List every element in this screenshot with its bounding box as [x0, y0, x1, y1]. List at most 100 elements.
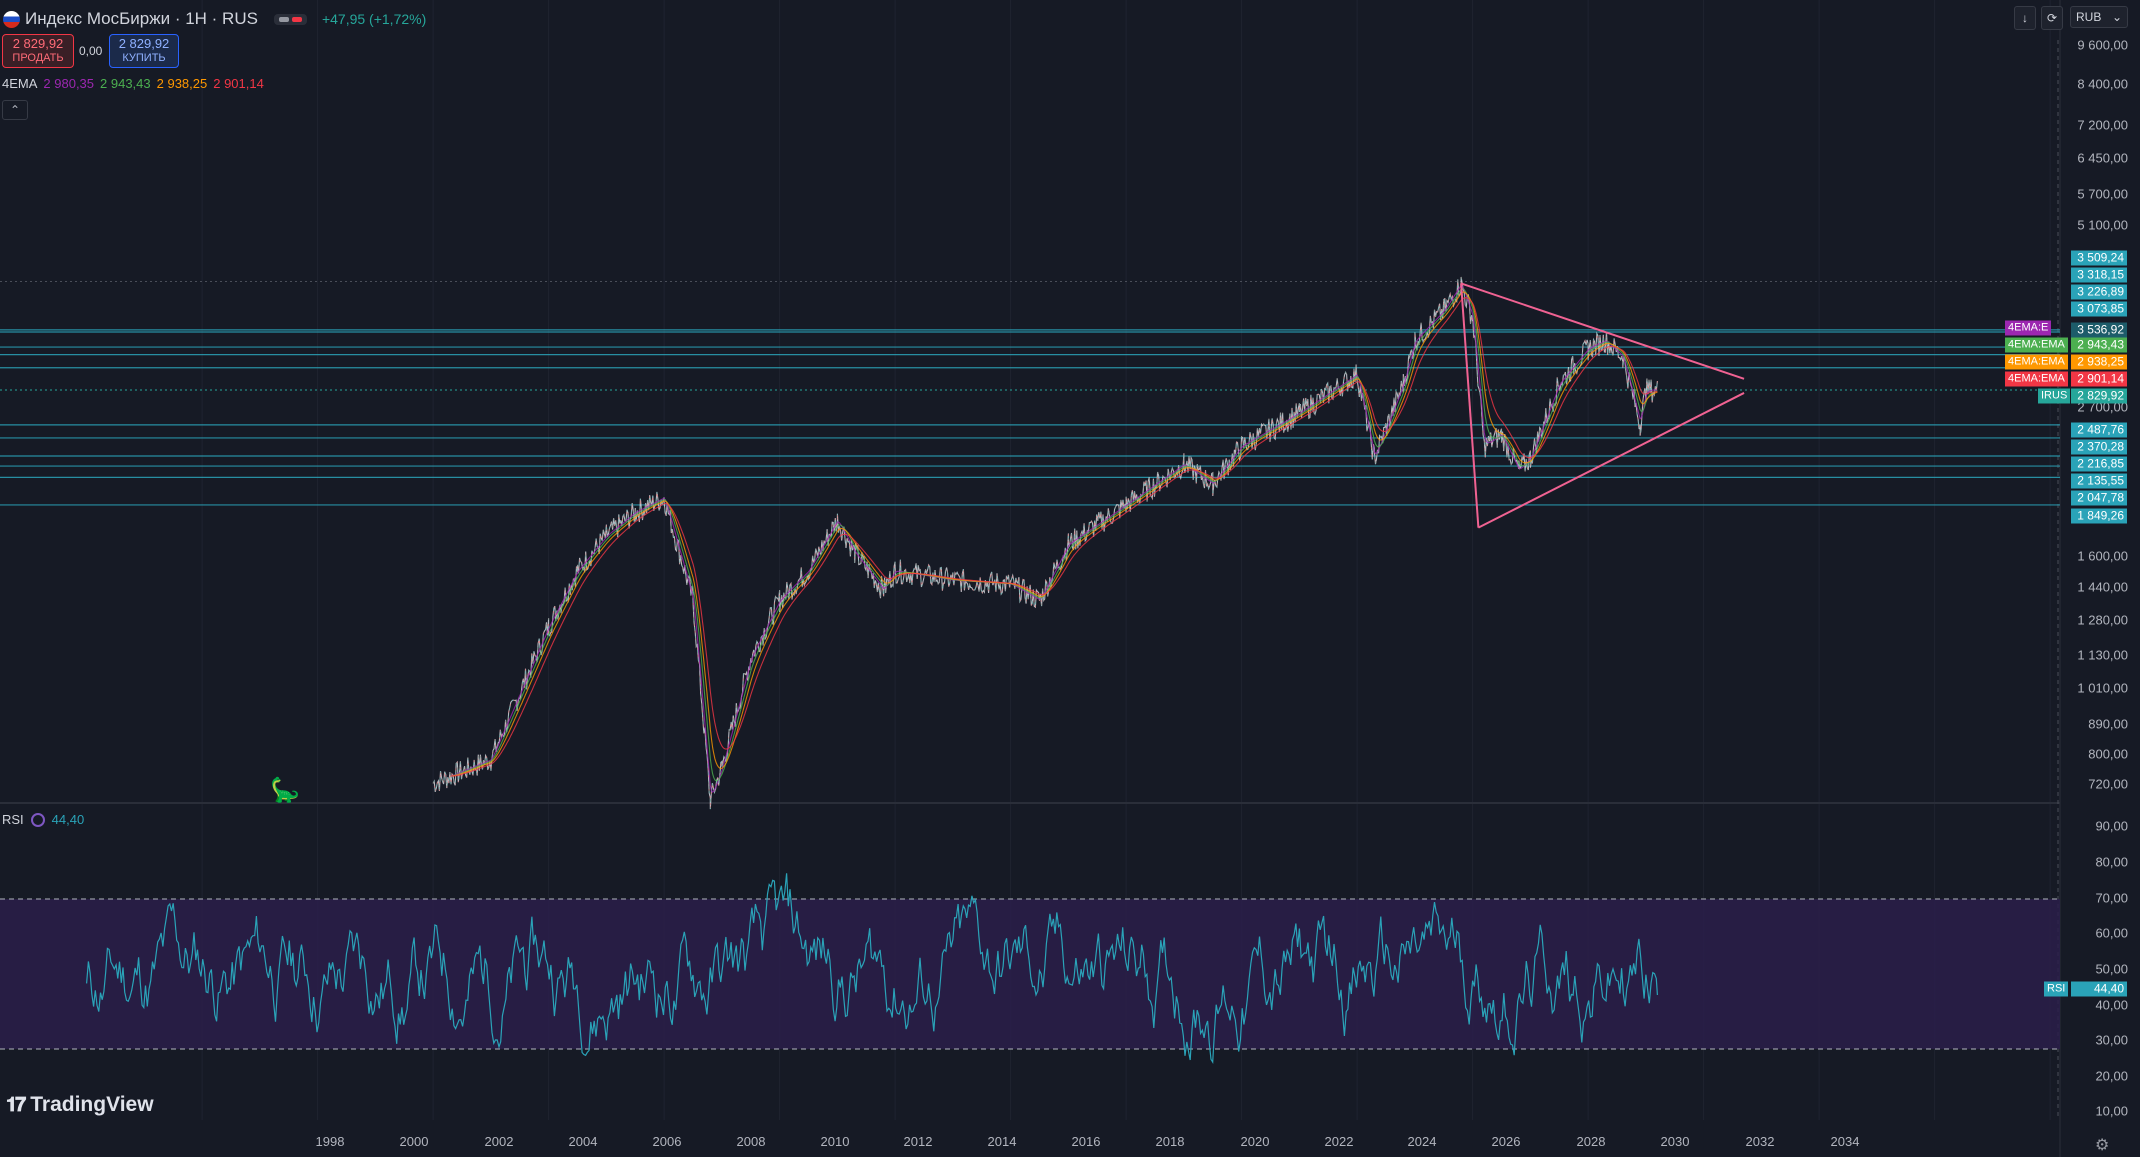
price-axis-label: 9 600,00 [2077, 37, 2128, 53]
level-tag: 1 849,26 [2071, 508, 2127, 524]
series-name-tag: 4EMA:E [2005, 320, 2052, 336]
series-name-tag: 4EMA:EMA [2005, 337, 2068, 353]
rsi-axis-label: 40,00 [2095, 997, 2128, 1013]
time-axis-label: 2010 [820, 1134, 850, 1149]
price-axis-label: 720,00 [2088, 776, 2128, 792]
ema-line-4 [450, 297, 1658, 777]
time-axis-label: 2028 [1576, 1134, 1606, 1149]
ema-line-2 [450, 288, 1658, 782]
series-value-tag: 2 943,43 [2071, 337, 2127, 353]
time-axis-label: 2006 [652, 1134, 682, 1149]
level-tag: 3 073,85 [2071, 301, 2127, 317]
buy-label: КУПИТЬ [122, 52, 166, 64]
level-tag: 2 047,78 [2071, 490, 2127, 506]
sell-button[interactable]: 2 829,92 ПРОДАТЬ [2, 34, 74, 68]
price-axis-label: 1 280,00 [2077, 612, 2128, 628]
ema-line-1 [450, 284, 1658, 793]
time-axis-label: 2012 [903, 1134, 933, 1149]
rsi-axis-label: 20,00 [2095, 1068, 2128, 1084]
arrow-down-icon: ↓ [2022, 11, 2028, 25]
symbol-title[interactable]: Индекс МосБиржи · 1Н · RUS [25, 9, 258, 28]
series-name-tag: 4EMA:EMA [2005, 371, 2068, 387]
chevron-up-icon: ⌃ [9, 103, 21, 117]
level-tag: 3 536,92 [2071, 322, 2127, 338]
sync-button[interactable]: ⟳ [2041, 6, 2063, 30]
russia-flag-icon [3, 10, 20, 28]
time-axis-label: 2020 [1240, 1134, 1270, 1149]
currency-selector[interactable]: RUB ⌄ [2070, 6, 2128, 28]
ema-line-3 [450, 291, 1658, 777]
tradingview-logo-icon: 𝟏𝟕 [6, 1093, 26, 1116]
price-axis-label: 5 700,00 [2077, 186, 2128, 202]
brand-name: TradingView [30, 1093, 154, 1116]
level-tag: 3 318,15 [2071, 267, 2127, 283]
buy-button[interactable]: 2 829,92 КУПИТЬ [109, 34, 179, 68]
level-tag: 2 135,55 [2071, 473, 2127, 489]
time-axis-label: 1998 [315, 1134, 345, 1149]
ema-value-2: 2 943,43 [100, 76, 151, 91]
price-axis-label: 1 010,00 [2077, 680, 2128, 696]
triangle-left-line [1460, 283, 1480, 528]
tradingview-logo[interactable]: 𝟏𝟕 TradingView [6, 1093, 154, 1117]
time-axis-label: 2018 [1155, 1134, 1185, 1149]
time-axis-label: 2034 [1830, 1134, 1860, 1149]
scroll-down-button[interactable]: ↓ [2014, 6, 2036, 30]
collapse-legend-button[interactable]: ⌃ [2, 100, 28, 120]
time-axis-label: 2016 [1071, 1134, 1101, 1149]
sell-label: ПРОДАТЬ [12, 52, 64, 64]
price-axis-label: 7 200,00 [2077, 117, 2128, 133]
time-axis-label: 2014 [987, 1134, 1017, 1149]
level-tag: 2 216,85 [2071, 456, 2127, 472]
price-axis-label: 1 130,00 [2077, 647, 2128, 663]
price-series-down-candles [432, 276, 1658, 810]
triangle-upper-line [1460, 282, 1745, 380]
rsi-legend-name: RSI [2, 812, 24, 827]
ema-value-3: 2 938,25 [156, 76, 208, 91]
price-axis-label: 1 440,00 [2077, 579, 2128, 595]
series-name-tag: IRUS [2038, 388, 2071, 404]
price-axis-label: 1 600,00 [2077, 548, 2128, 564]
series-value-tag: 2 938,25 [2071, 354, 2127, 370]
series-name-tag: 4EMA:EMA [2005, 354, 2068, 370]
series-value-tag: 2 901,14 [2071, 371, 2127, 387]
price-axis-label: 8 400,00 [2077, 76, 2128, 92]
market-status-icon [278, 16, 289, 22]
level-tag: 3 509,24 [2071, 250, 2127, 266]
price-axis-label: 800,00 [2088, 746, 2128, 762]
rsi-legend[interactable]: RSI 44,40 [2, 812, 84, 827]
time-axis-label: 2024 [1407, 1134, 1437, 1149]
price-series-up-candles [432, 276, 1658, 810]
rsi-value: 44,40 [51, 812, 85, 827]
ema-legend[interactable]: 4EMA 2 980,35 2 943,43 2 938,25 2 901,14 [2, 76, 264, 91]
ema-legend-name: 4EMA [2, 76, 38, 91]
gear-icon[interactable]: ⚙ [2095, 1137, 2110, 1154]
time-axis-label: 2008 [736, 1134, 766, 1149]
ema-value-1: 2 980,35 [43, 76, 95, 91]
time-axis-label: 2026 [1491, 1134, 1521, 1149]
chevron-down-icon: ⌄ [2111, 10, 2122, 24]
dinosaur-icon[interactable]: 🦕 [270, 777, 300, 804]
rsi-line [86, 873, 1658, 1065]
price-axis-label: 6 450,00 [2077, 150, 2128, 166]
buy-price: 2 829,92 [118, 36, 170, 51]
time-axis-label: 2002 [484, 1134, 514, 1149]
rsi-axis-label: 60,00 [2095, 925, 2128, 941]
rsi-axis-label: 10,00 [2095, 1103, 2128, 1119]
gear-icon[interactable] [30, 812, 45, 827]
time-axis-label: 2032 [1745, 1134, 1775, 1149]
symbol-header[interactable]: Индекс МосБиржи · 1Н · RUS +47,95 (+1,72… [0, 6, 426, 32]
time-axis-label: 2030 [1660, 1134, 1690, 1149]
rsi-axis-label: 30,00 [2095, 1032, 2128, 1048]
time-axis-label: 2022 [1324, 1134, 1354, 1149]
last-price-tag: 2 829,92 [2071, 388, 2127, 404]
spread-value: 0,00 [79, 44, 103, 58]
rsi-axis-label: 70,00 [2095, 890, 2128, 906]
rsi-axis-label: 50,00 [2095, 961, 2128, 977]
price-change: +47,95 (+1,72%) [321, 11, 427, 27]
price-axis-label: 5 100,00 [2077, 217, 2128, 233]
status-toggle[interactable] [273, 13, 307, 25]
rsi-name-tag: RSI [2044, 981, 2069, 997]
refresh-icon: ⟳ [2046, 11, 2058, 25]
